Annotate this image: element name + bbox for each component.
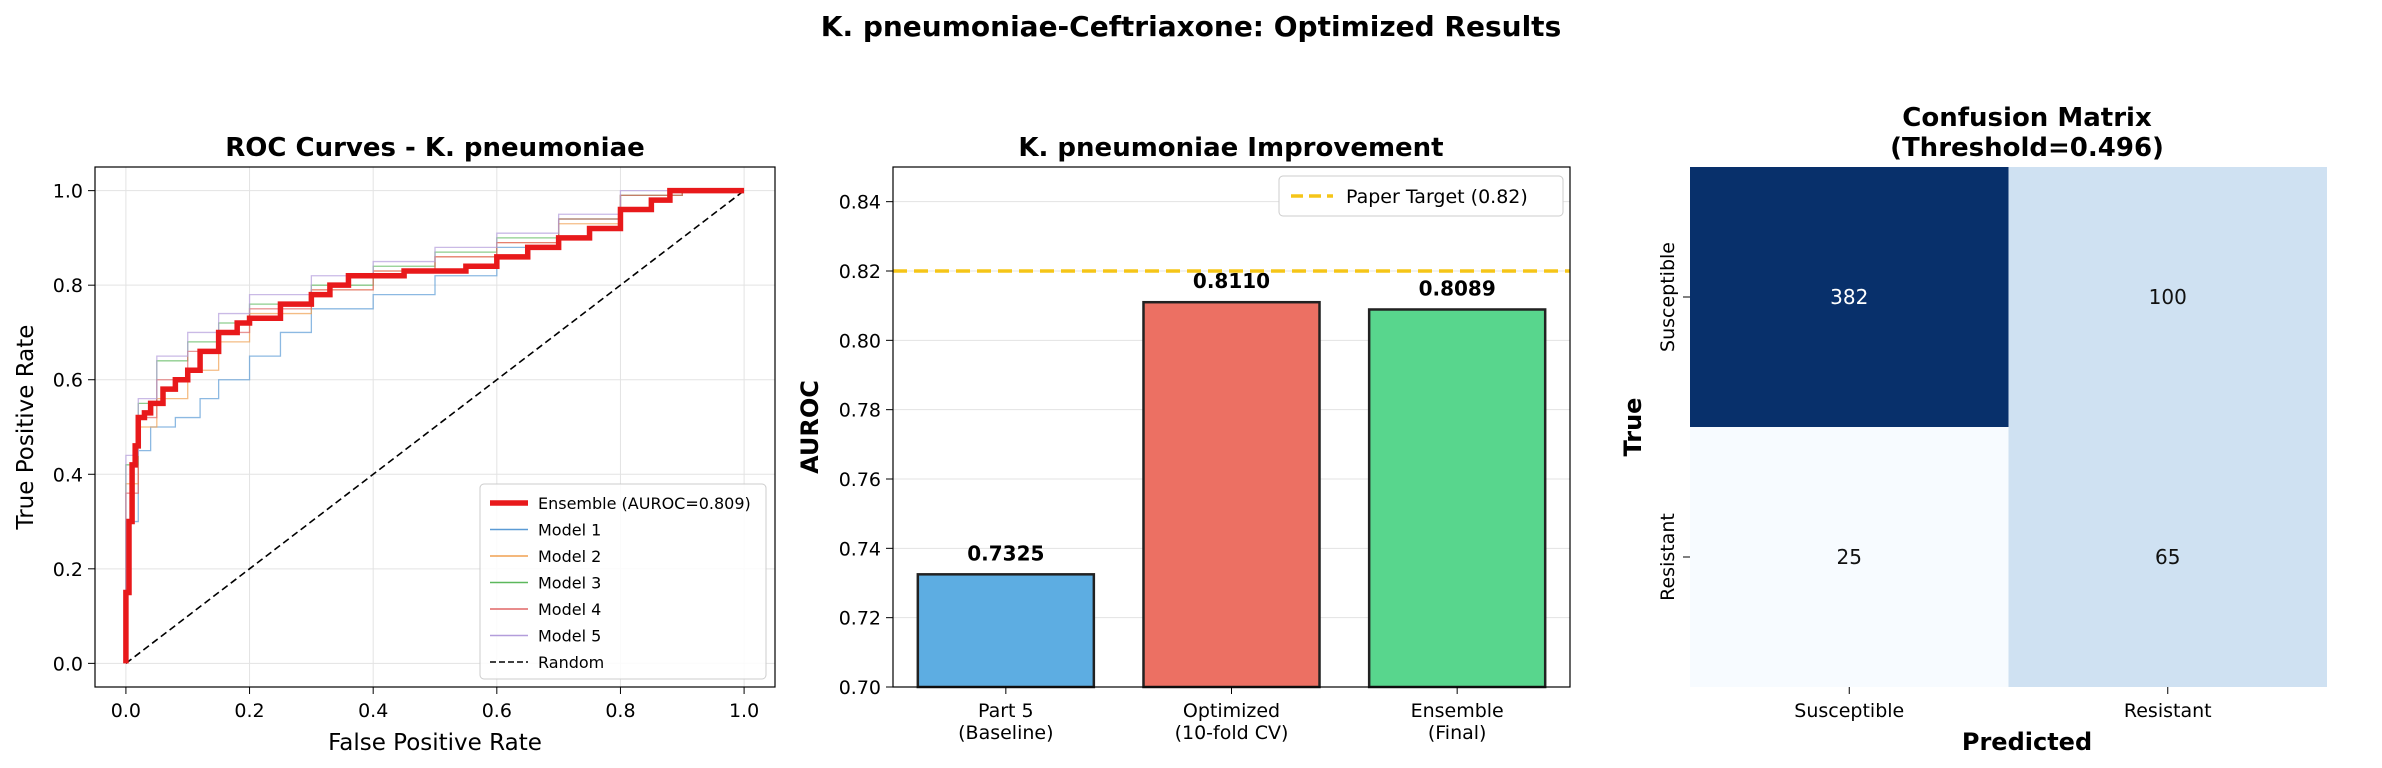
bar-ytick-label: 0.76 xyxy=(839,469,881,491)
bar-legend-label: Paper Target (0.82) xyxy=(1346,186,1528,208)
roc-xlabel: False Positive Rate xyxy=(328,730,542,756)
bar-series: 0.7325 0.8110 0.8089 xyxy=(916,269,1547,689)
bar-ytick-label: 0.80 xyxy=(839,330,881,352)
bar-ticks: 0.70 0.72 0.74 0.76 0.78 0.80 0.82 0.84 Part 5(B… xyxy=(839,192,1504,744)
roc-grid xyxy=(95,167,775,687)
roc-legend-label-ensemble: Ensemble (AUROC=0.809) xyxy=(538,494,751,513)
bar-ytick-label: 0.78 xyxy=(839,400,881,422)
roc-ticks: 0.0 0.2 0.4 0.6 0.8 1.0 0.0 0.2 0.4 0.6 0.8 1.0 xyxy=(53,181,759,722)
roc-legend-label-model4: Model 4 xyxy=(538,600,601,619)
roc-legend-box xyxy=(479,483,767,680)
cm-title: Confusion Matrix xyxy=(1902,103,2152,133)
confusion-matrix: Confusion Matrix (Threshold=0.496) 382 10… xyxy=(1619,103,2327,756)
roc-legend-label-model5: Model 5 xyxy=(538,627,601,646)
roc-xtick-label: 0.0 xyxy=(111,700,141,722)
bar-xtick-label: Part 5 xyxy=(978,700,1034,722)
cm-cells: 382 100 25 65 xyxy=(1690,167,2327,687)
roc-ytick-label: 0.6 xyxy=(53,370,83,392)
roc-ytick-label: 0.0 xyxy=(53,653,83,675)
cm-cell-1-1 xyxy=(2008,427,2327,687)
bar-value-label: 0.8089 xyxy=(1419,276,1496,300)
roc-curve-random xyxy=(125,190,745,664)
bar-ytick-label: 0.72 xyxy=(839,608,881,630)
bar-xtick-label: (Final) xyxy=(1428,722,1487,744)
bar-xtick-label: Ensemble xyxy=(1411,700,1504,722)
cm-ytick-label: Susceptible xyxy=(1657,242,1679,352)
cm-ticks: Susceptible Resistant Susceptible Resistant xyxy=(1657,242,2212,722)
roc-curve-model5 xyxy=(125,189,745,664)
bar-2 xyxy=(1142,300,1321,689)
roc-legend-label-model3: Model 3 xyxy=(538,574,601,593)
bar-legend: Paper Target (0.82) xyxy=(1278,175,1564,217)
roc-xtick-label: 0.4 xyxy=(358,700,388,722)
cm-cell-0-1 xyxy=(2008,167,2327,427)
roc-curve-ensemble xyxy=(123,187,745,664)
bar-title: K. pneumoniae Improvement xyxy=(1018,133,1443,163)
roc-curves xyxy=(123,187,745,664)
cm-cell-value: 100 xyxy=(2149,285,2187,309)
cm-cell-value: 25 xyxy=(1837,545,1862,569)
roc-chart: ROC Curves - K. pneumoniae 0.0 0.2 0.4 0.6 0… xyxy=(13,133,776,756)
cm-ylabel: True xyxy=(1619,398,1647,457)
cm-xtick-label: Susceptible xyxy=(1794,700,1904,722)
roc-ylabel: True Positive Rate xyxy=(13,325,39,531)
roc-xtick-label: 0.2 xyxy=(234,700,264,722)
cm-cell-0-0 xyxy=(1690,167,2009,427)
roc-ytick-label: 0.8 xyxy=(53,275,83,297)
roc-axes-frame xyxy=(94,166,776,688)
bar-ytick-label: 0.70 xyxy=(839,677,881,699)
bar-value-label: 0.8110 xyxy=(1193,269,1270,293)
bar-value-label: 0.7325 xyxy=(967,541,1044,565)
bar-xtick-label: Optimized xyxy=(1183,700,1280,722)
cm-cell-value: 65 xyxy=(2155,545,2180,569)
bar-xtick-label: (Baseline) xyxy=(958,722,1053,744)
roc-ytick-label: 1.0 xyxy=(53,181,83,203)
bar-ytick-label: 0.84 xyxy=(839,192,881,214)
roc-xtick-label: 1.0 xyxy=(729,700,759,722)
cm-subtitle: (Threshold=0.496) xyxy=(1890,133,2164,163)
roc-ytick-label: 0.2 xyxy=(53,559,83,581)
cm-xlabel: Predicted xyxy=(1962,728,2092,756)
bar-xtick-label: (10-fold CV) xyxy=(1175,722,1289,744)
cm-cell-1-0 xyxy=(1690,427,2009,687)
roc-xtick-label: 0.6 xyxy=(482,700,512,722)
cm-ytick-label: Resistant xyxy=(1657,513,1679,601)
cm-cell-value: 382 xyxy=(1830,285,1868,309)
roc-ytick-label: 0.4 xyxy=(53,464,83,486)
bar-ytick-label: 0.82 xyxy=(839,261,881,283)
cm-xtick-label: Resistant xyxy=(2124,700,2212,722)
bar-legend-box xyxy=(1278,175,1564,217)
roc-legend-label-random: Random xyxy=(538,653,604,672)
roc-legend: Ensemble (AUROC=0.809) Model 1 Model 2 Mode… xyxy=(479,483,767,680)
bar-ylabel: AUROC xyxy=(796,380,824,474)
bar-1 xyxy=(916,573,1096,689)
roc-legend-label-model1: Model 1 xyxy=(538,521,601,540)
bar-ytick-label: 0.74 xyxy=(839,538,881,560)
roc-title: ROC Curves - K. pneumoniae xyxy=(225,133,645,163)
bar-3 xyxy=(1367,308,1547,689)
figure-suptitle: K. pneumoniae-Ceftriaxone: Optimized Res… xyxy=(821,10,1561,43)
roc-legend-label-model2: Model 2 xyxy=(538,547,601,566)
roc-xtick-label: 0.8 xyxy=(605,700,635,722)
